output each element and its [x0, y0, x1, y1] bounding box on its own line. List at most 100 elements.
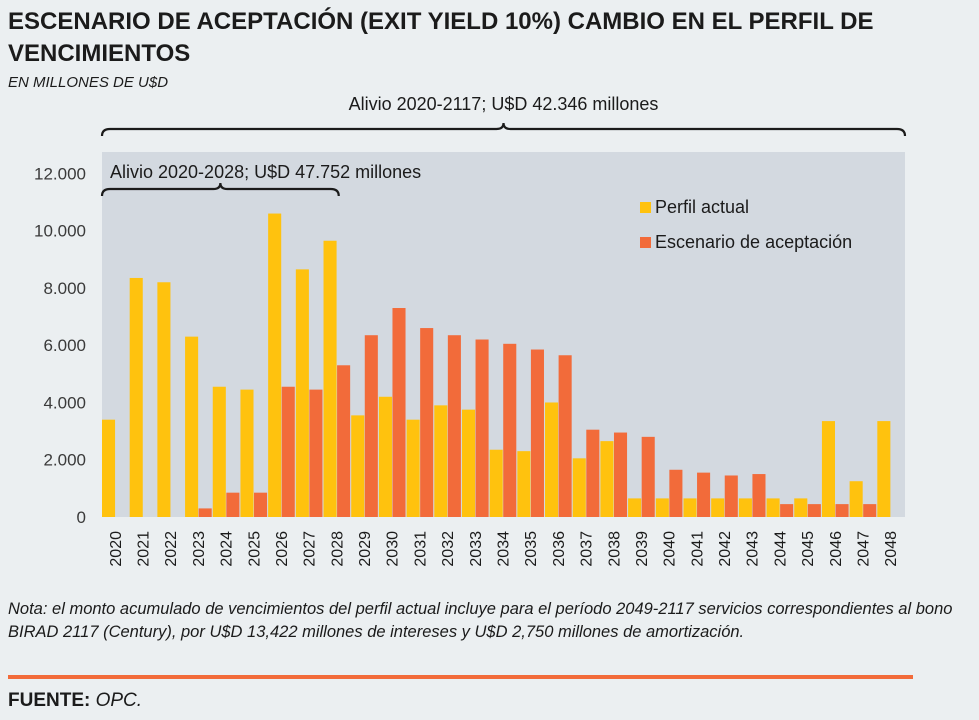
y-tick-label: 6.000 — [43, 336, 86, 355]
x-tick-label: 2030 — [385, 531, 402, 567]
bar-escenario-aceptacion — [724, 475, 738, 517]
bar-perfil-actual — [794, 498, 808, 517]
legend-swatch — [640, 237, 651, 248]
bar-perfil-actual — [102, 419, 116, 517]
bar-perfil-actual — [434, 405, 448, 517]
x-tick-label: 2040 — [662, 531, 679, 567]
bar-escenario-aceptacion — [613, 432, 628, 517]
x-tick-label: 2022 — [163, 531, 180, 567]
bar-perfil-actual — [572, 458, 586, 517]
annotation-inner: Alivio 2020-2028; U$D 47.752 millones — [110, 162, 421, 182]
bar-perfil-actual — [766, 498, 780, 517]
bar-escenario-aceptacion — [447, 335, 461, 517]
bar-perfil-actual — [323, 240, 337, 517]
annotation-outer: Alivio 2020-2117; U$D 42.346 millones — [349, 94, 659, 114]
bar-perfil-actual — [655, 498, 669, 517]
x-tick-label: 2038 — [606, 531, 623, 567]
bar-escenario-aceptacion — [254, 492, 268, 517]
y-tick-label: 0 — [77, 508, 86, 527]
y-tick-label: 8.000 — [43, 279, 86, 298]
bar-escenario-aceptacion — [863, 504, 877, 517]
y-tick-label: 4.000 — [43, 393, 86, 412]
bar-escenario-aceptacion — [530, 349, 544, 517]
bar-escenario-aceptacion — [392, 308, 406, 517]
bar-escenario-aceptacion — [281, 386, 295, 517]
bar-escenario-aceptacion — [337, 365, 351, 517]
x-tick-label: 2043 — [745, 531, 762, 567]
bar-perfil-actual — [738, 498, 752, 517]
bar-perfil-actual — [295, 269, 309, 517]
source-line: FUENTE: OPC. — [8, 690, 142, 712]
legend-label: Escenario de aceptación — [655, 232, 852, 252]
bar-escenario-aceptacion — [309, 389, 323, 517]
bar-perfil-actual — [129, 277, 143, 517]
bar-perfil-actual — [185, 336, 199, 517]
x-tick-label: 2046 — [828, 531, 845, 567]
x-tick-label: 2025 — [246, 531, 263, 567]
x-tick-label: 2026 — [274, 531, 291, 567]
x-tick-label: 2031 — [412, 531, 429, 567]
bar-perfil-actual — [157, 282, 171, 517]
y-tick-label: 10.000 — [34, 222, 86, 241]
x-tick-label: 2029 — [357, 531, 374, 567]
x-tick-label: 2028 — [329, 531, 346, 567]
legend-label: Perfil actual — [655, 197, 749, 217]
x-tick-label: 2041 — [689, 531, 706, 567]
divider — [8, 675, 913, 679]
x-tick-label: 2047 — [855, 531, 872, 567]
x-tick-label: 2045 — [800, 531, 817, 567]
x-tick-label: 2021 — [136, 531, 153, 567]
x-tick-label: 2037 — [579, 531, 596, 567]
bar-perfil-actual — [517, 451, 531, 517]
bar-escenario-aceptacion — [420, 328, 434, 517]
x-tick-label: 2036 — [551, 531, 568, 567]
bar-perfil-actual — [351, 415, 365, 517]
bar-perfil-actual — [821, 421, 835, 517]
x-tick-label: 2033 — [468, 531, 485, 567]
bar-escenario-aceptacion — [364, 335, 378, 517]
x-tick-label: 2034 — [496, 531, 513, 567]
source-value: OPC. — [95, 690, 143, 711]
bar-escenario-aceptacion — [807, 504, 821, 517]
bar-perfil-actual — [877, 421, 891, 517]
chart-subtitle: EN MILLONES DE U$D — [8, 74, 169, 91]
x-tick-label: 2027 — [302, 531, 319, 567]
bar-perfil-actual — [600, 441, 614, 517]
bar-escenario-aceptacion — [669, 469, 683, 517]
chart-title: ESCENARIO DE ACEPTACIÓN (EXIT YIELD 10%)… — [8, 8, 874, 67]
bar-escenario-aceptacion — [503, 343, 517, 517]
x-tick-label: 2044 — [772, 531, 789, 567]
bar-perfil-actual — [378, 396, 392, 517]
bar-perfil-actual — [628, 498, 642, 517]
bar-perfil-actual — [683, 498, 697, 517]
bar-escenario-aceptacion — [558, 355, 572, 517]
bar-perfil-actual — [849, 481, 863, 517]
x-tick-label: 2039 — [634, 531, 651, 567]
bar-escenario-aceptacion — [641, 436, 655, 517]
bar-escenario-aceptacion — [780, 504, 794, 517]
bar-perfil-actual — [406, 419, 420, 517]
bar-perfil-actual — [545, 402, 559, 517]
brace-inner — [100, 182, 340, 197]
x-tick-label: 2042 — [717, 531, 734, 567]
x-tick-label: 2023 — [191, 531, 208, 567]
bar-escenario-aceptacion — [475, 339, 489, 517]
bar-perfil-actual — [212, 386, 226, 517]
bar-perfil-actual — [711, 498, 725, 517]
bar-escenario-aceptacion — [226, 492, 240, 517]
legend-swatch — [640, 202, 651, 213]
bar-chart: 0 2.000 4.000 6.000 8.000 10.000 12.000 2020 202… — [34, 94, 907, 567]
bar-perfil-actual — [489, 449, 503, 517]
x-tick-label: 2048 — [883, 531, 900, 567]
bar-escenario-aceptacion — [586, 429, 600, 517]
y-tick-label: 2.000 — [43, 451, 86, 470]
y-tick-label: 12.000 — [34, 164, 86, 183]
bar-escenario-aceptacion — [697, 472, 711, 517]
x-tick-label: 2020 — [108, 531, 125, 567]
bar-perfil-actual — [240, 389, 254, 517]
bar-escenario-aceptacion — [198, 508, 212, 517]
x-tick-label: 2032 — [440, 531, 457, 567]
source-label: FUENTE: — [8, 690, 91, 711]
bar-escenario-aceptacion — [835, 504, 849, 517]
x-tick-label: 2024 — [219, 531, 236, 567]
